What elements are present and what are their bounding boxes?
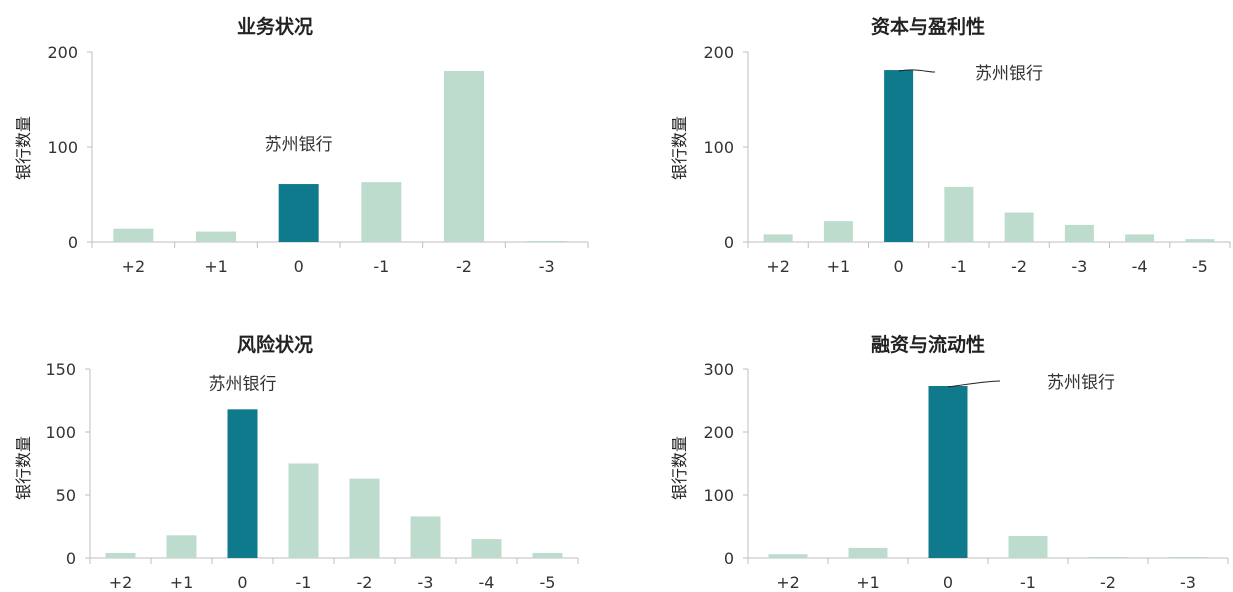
bar bbox=[763, 234, 793, 242]
annotation-leader-line bbox=[947, 380, 1001, 388]
chart-title: 风险状况 bbox=[236, 334, 313, 356]
y-tick-label: 150 bbox=[45, 360, 76, 379]
chart-svg: 0 100 200 +2 +1 0 -1 -2 -3 -4 -5 苏州银行 bbox=[703, 43, 1231, 276]
chart-panel-business: 业务状况 银行数量 0 100 200 +2 +1 0 -1 -2 -3 苏州银行 bbox=[0, 0, 600, 290]
x-tick-label: +1 bbox=[170, 573, 194, 592]
x-tick-label: -2 bbox=[456, 257, 472, 276]
x-tick-label: -3 bbox=[1180, 573, 1196, 592]
bar bbox=[1185, 239, 1215, 242]
bar bbox=[410, 516, 441, 558]
bar bbox=[361, 182, 402, 242]
bar bbox=[105, 552, 136, 558]
chart-title: 业务状况 bbox=[236, 16, 313, 38]
chart-panel-risk: 风险状况 银行数量 0 50 100 150 +2 +1 0 -1 -2 -3 -4 -5 苏州银行 bbox=[0, 300, 600, 592]
bar-highlight bbox=[227, 409, 258, 558]
bar bbox=[823, 221, 853, 242]
bar bbox=[113, 228, 154, 242]
bar-highlight bbox=[928, 386, 968, 558]
y-tick-label: 200 bbox=[703, 423, 734, 442]
x-tick-label: +1 bbox=[204, 257, 228, 276]
y-tick-label: 0 bbox=[724, 549, 734, 568]
x-tick-label: -4 bbox=[1132, 257, 1148, 276]
bar bbox=[944, 186, 974, 242]
x-tick-label: +2 bbox=[766, 257, 790, 276]
x-tick-label: +2 bbox=[109, 573, 133, 592]
y-tick-label: 0 bbox=[66, 549, 76, 568]
y-tick-label: 100 bbox=[45, 423, 76, 442]
x-tick-label: +2 bbox=[776, 573, 800, 592]
x-tick-label: -2 bbox=[1100, 573, 1116, 592]
bar bbox=[768, 554, 808, 558]
bar bbox=[349, 478, 380, 558]
y-tick-label: 100 bbox=[47, 138, 78, 157]
x-tick-label: -2 bbox=[1011, 257, 1027, 276]
x-tick-label: +2 bbox=[122, 257, 146, 276]
bank-annotation: 苏州银行 bbox=[975, 64, 1043, 84]
bar bbox=[532, 552, 563, 558]
x-tick-label: 0 bbox=[294, 257, 304, 276]
x-tick-label: -3 bbox=[418, 573, 434, 592]
bar bbox=[526, 241, 567, 242]
bar bbox=[1064, 224, 1094, 242]
bar bbox=[471, 539, 502, 558]
x-tick-label: +1 bbox=[827, 257, 851, 276]
chart-panel-capital: 资本与盈利性 银行数量 0 100 200 +2 +1 0 -1 -2 -3 -4 -5 苏州银行 bbox=[640, 0, 1233, 290]
bar bbox=[1125, 234, 1155, 242]
bar bbox=[196, 231, 236, 242]
bar bbox=[1004, 212, 1034, 242]
x-tick-label: -1 bbox=[951, 257, 967, 276]
bank-annotation: 苏州银行 bbox=[209, 374, 277, 394]
y-tick-label: 0 bbox=[724, 233, 734, 252]
chart-panel-funding: 融资与流动性 银行数量 0 100 200 300 +2 +1 0 -1 -2 -3 苏州银行 bbox=[640, 300, 1233, 592]
bar-highlight bbox=[278, 184, 319, 242]
x-tick-label: -1 bbox=[296, 573, 312, 592]
y-tick-label: 50 bbox=[56, 486, 76, 505]
chart-svg: 0 100 200 300 +2 +1 0 -1 -2 -3 苏州银行 bbox=[703, 360, 1229, 592]
x-tick-label: -4 bbox=[479, 573, 495, 592]
bar bbox=[444, 71, 484, 242]
x-tick-label: -3 bbox=[1071, 257, 1087, 276]
x-tick-label: -5 bbox=[1192, 257, 1208, 276]
annotation-leader-line bbox=[898, 69, 936, 73]
chart-svg: 0 50 100 150 +2 +1 0 -1 -2 -3 -4 -5 苏州银行 bbox=[45, 360, 579, 592]
bar bbox=[166, 535, 197, 558]
x-tick-label: 0 bbox=[943, 573, 953, 592]
bank-annotation: 苏州银行 bbox=[1047, 373, 1115, 393]
x-tick-label: 0 bbox=[894, 257, 904, 276]
x-tick-label: -3 bbox=[539, 257, 555, 276]
bar bbox=[1168, 557, 1208, 558]
bar bbox=[848, 547, 888, 558]
chart-title: 资本与盈利性 bbox=[870, 16, 985, 38]
y-tick-label: 100 bbox=[703, 486, 734, 505]
bar-highlight bbox=[884, 70, 914, 242]
y-tick-label: 200 bbox=[47, 43, 78, 62]
x-tick-label: +1 bbox=[856, 573, 880, 592]
y-tick-label: 200 bbox=[703, 43, 734, 62]
bar bbox=[1088, 557, 1128, 558]
x-tick-label: -5 bbox=[540, 573, 556, 592]
y-tick-label: 0 bbox=[68, 233, 78, 252]
chart-title: 融资与流动性 bbox=[870, 334, 985, 356]
y-tick-label: 300 bbox=[703, 360, 734, 379]
bar bbox=[1008, 535, 1048, 558]
x-tick-label: 0 bbox=[237, 573, 247, 592]
x-tick-label: -2 bbox=[357, 573, 373, 592]
chart-svg: 0 100 200 +2 +1 0 -1 -2 -3 苏州银行 bbox=[47, 43, 589, 276]
bar bbox=[288, 463, 319, 558]
x-tick-label: -1 bbox=[1020, 573, 1036, 592]
bank-annotation: 苏州银行 bbox=[265, 135, 333, 155]
x-tick-label: -1 bbox=[373, 257, 389, 276]
y-tick-label: 100 bbox=[703, 138, 734, 157]
